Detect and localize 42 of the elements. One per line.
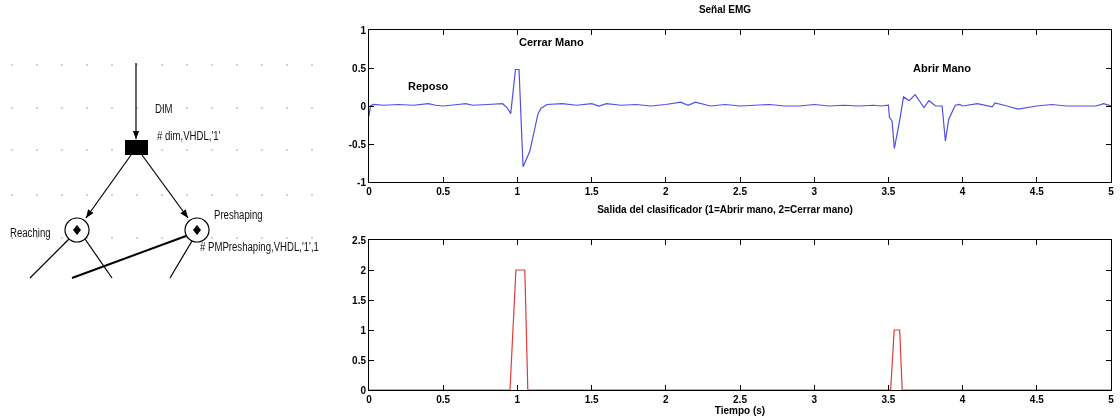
x-tick-label: 3.5 bbox=[881, 394, 896, 405]
x-tick-label: 0.5 bbox=[436, 186, 451, 197]
x-tick-label: 4 bbox=[959, 186, 966, 197]
x-tick-label: 4 bbox=[959, 394, 966, 405]
y-tick-label: 0 bbox=[360, 384, 367, 396]
x-axis-title: Tiempo (s) bbox=[714, 405, 766, 416]
x-tick-label: 3.5 bbox=[881, 186, 896, 197]
text: Reaching bbox=[10, 226, 51, 240]
x-tick-label: 3 bbox=[811, 186, 818, 197]
x-tick-label: 4.5 bbox=[1029, 394, 1045, 405]
x-tick-label: 5 bbox=[1108, 186, 1115, 197]
text: # dim,VHDL,'1' bbox=[157, 129, 221, 143]
x-tick-label: 1 bbox=[514, 186, 521, 197]
chart-title: Señal EMG bbox=[698, 4, 752, 15]
y-tick-label: 1 bbox=[360, 324, 367, 336]
x-tick-label: 2.5 bbox=[733, 394, 748, 405]
x-tick-label: 3 bbox=[811, 394, 818, 405]
x-tick-label: 1.5 bbox=[584, 186, 599, 197]
x-tick-label: 2 bbox=[663, 394, 670, 405]
text: # PMPreshaping,VHDL,'1',1 bbox=[200, 240, 319, 254]
chart-title: Salida del clasificador (1=Abrir mano, 2=Cerrar mano) bbox=[597, 204, 853, 215]
annotation: Cerrar Mano bbox=[519, 36, 585, 48]
y-tick-label: 2 bbox=[360, 264, 367, 276]
x-tick-label: 2.5 bbox=[733, 186, 748, 197]
y-tick-label: 0.5 bbox=[352, 62, 367, 74]
annotation: Reposo bbox=[408, 80, 449, 92]
x-tick-label: 1.5 bbox=[584, 394, 599, 405]
x-tick-label: 4.5 bbox=[1029, 186, 1045, 197]
y-tick-label: 0 bbox=[360, 100, 367, 112]
text: DIM bbox=[155, 102, 173, 116]
y-tick-label: 2.5 bbox=[352, 234, 367, 246]
x-tick-label: 2 bbox=[663, 186, 670, 197]
x-tick-label: 5 bbox=[1108, 394, 1115, 405]
y-tick-label: -0.5 bbox=[348, 138, 367, 150]
y-tick-label: 1 bbox=[360, 24, 367, 36]
x-tick-label: 0.5 bbox=[436, 394, 451, 405]
annotation: Abrir Mano bbox=[913, 62, 972, 74]
x-tick-label: 1 bbox=[514, 394, 521, 405]
y-tick-label: 1.5 bbox=[352, 294, 367, 306]
y-tick-label: -1 bbox=[357, 176, 367, 188]
text: Preshaping bbox=[214, 208, 263, 222]
y-tick-label: 0.5 bbox=[352, 354, 367, 366]
